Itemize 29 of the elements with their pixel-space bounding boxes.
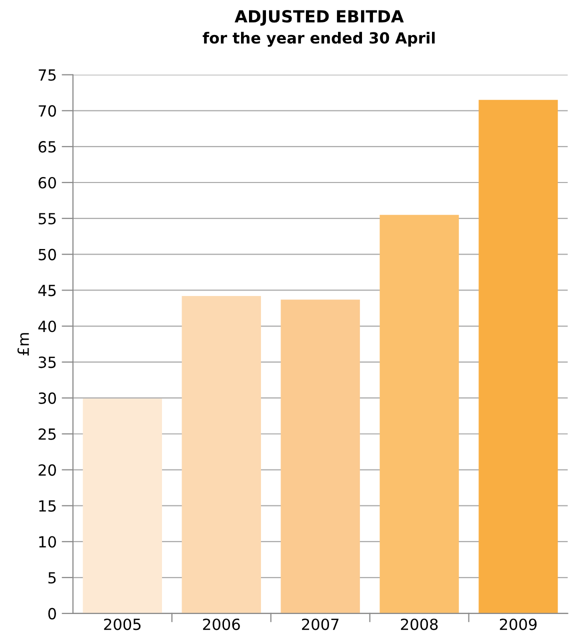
chart-title: ADJUSTED EBITDA bbox=[234, 10, 404, 26]
y-tick-label: 40 bbox=[38, 320, 56, 332]
bar bbox=[182, 296, 261, 614]
y-tick-label: 25 bbox=[38, 428, 56, 440]
bar bbox=[380, 214, 459, 614]
bar bbox=[82, 398, 162, 614]
y-tick-label: 70 bbox=[38, 105, 56, 117]
y-tick-label: 30 bbox=[38, 392, 56, 404]
y-axis-title: £m bbox=[17, 333, 29, 356]
bar bbox=[478, 100, 558, 614]
y-tick-label: 60 bbox=[38, 176, 56, 189]
y-tick-label: 50 bbox=[38, 248, 56, 260]
y-tick-label: 20 bbox=[38, 464, 56, 476]
y-tick-label: 5 bbox=[48, 572, 56, 584]
x-tick-label: 2007 bbox=[302, 618, 338, 630]
bar bbox=[280, 300, 360, 614]
y-tick-label: 0 bbox=[48, 608, 56, 620]
y-tick-label: 75 bbox=[38, 69, 56, 81]
y-tick-label: 55 bbox=[38, 213, 56, 224]
x-tick-label: 2006 bbox=[203, 618, 240, 630]
x-tick-label: 2005 bbox=[104, 618, 141, 630]
y-tick-label: 35 bbox=[38, 356, 56, 368]
y-tick-label: 65 bbox=[38, 141, 56, 153]
x-tick-label: 2009 bbox=[500, 618, 537, 630]
y-tick-label: 15 bbox=[39, 500, 56, 512]
y-tick-label: 45 bbox=[38, 284, 56, 296]
x-tick-label: 2008 bbox=[400, 618, 438, 630]
chart-subtitle: for the year ended 30 April bbox=[202, 32, 435, 47]
y-tick-label: 10 bbox=[39, 536, 56, 548]
